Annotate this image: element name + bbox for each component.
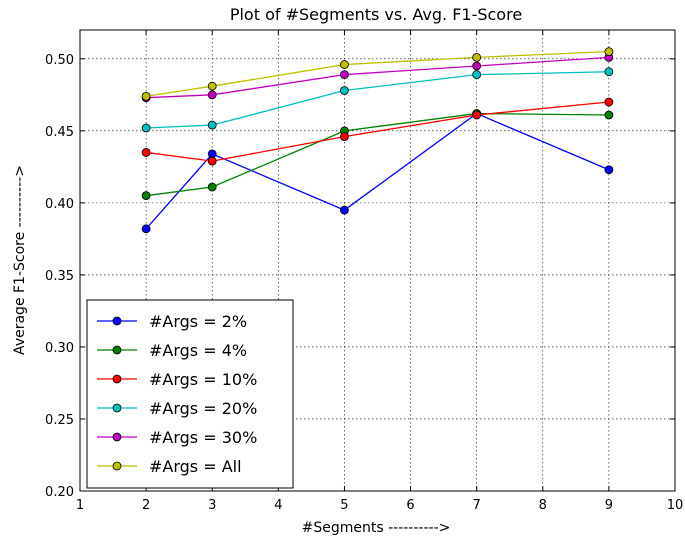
- legend-marker: [112, 316, 122, 326]
- x-tick-label: 9: [605, 498, 613, 513]
- series-layer: [141, 47, 614, 234]
- data-point: [340, 205, 349, 215]
- data-point: [141, 191, 151, 201]
- data-point: [207, 120, 217, 130]
- legend-label: #Args = 4%: [149, 341, 247, 360]
- legend-label: #Args = 2%: [149, 312, 247, 331]
- y-axis-title: Average F1-Score ---------->: [12, 165, 28, 355]
- data-point: [472, 52, 482, 62]
- legend-marker: [112, 374, 122, 384]
- series-5: [141, 52, 614, 103]
- plot-frame: [79, 29, 676, 492]
- data-point: [604, 165, 614, 175]
- x-tick-label: 3: [208, 498, 216, 513]
- legend-marker: [112, 403, 122, 413]
- data-point: [340, 86, 349, 95]
- data-point: [141, 91, 151, 101]
- data-point: [207, 156, 217, 166]
- data-point: [207, 182, 217, 192]
- y-tick-label: 0.40: [45, 197, 74, 212]
- legend-label: #Args = 20%: [149, 399, 257, 418]
- data-point: [141, 123, 151, 133]
- legend-marker: [112, 432, 122, 442]
- x-tick-label: 2: [142, 498, 150, 513]
- data-point: [141, 148, 151, 157]
- series-line: [146, 71, 609, 129]
- x-tick-label: 4: [274, 498, 282, 513]
- y-tick-label: 0.25: [45, 413, 74, 428]
- data-point: [141, 224, 151, 234]
- data-point: [340, 70, 349, 80]
- series-3: [141, 97, 614, 166]
- legend-box: [86, 299, 294, 489]
- data-point: [604, 67, 614, 77]
- data-point: [472, 70, 482, 80]
- data-point: [207, 90, 217, 100]
- legend-item: #Args = 30%: [97, 428, 257, 447]
- data-point: [604, 110, 614, 120]
- series-6: [141, 47, 614, 101]
- x-tick-label: 6: [406, 498, 414, 513]
- x-tick-label: 1: [76, 498, 84, 513]
- chart-title: Plot of #Segments vs. Avg. F1-Score: [230, 5, 522, 24]
- x-axis-title: #Segments ---------->: [302, 520, 451, 536]
- data-point: [604, 97, 614, 107]
- y-tick-label: 0.35: [45, 269, 74, 284]
- series-4: [141, 67, 614, 133]
- legend-item: #Args = 20%: [97, 399, 257, 418]
- legend-label: #Args = 10%: [149, 370, 257, 389]
- y-tick-label: 0.50: [45, 53, 74, 68]
- data-point: [207, 81, 217, 91]
- data-point: [472, 110, 482, 120]
- data-point: [604, 47, 614, 57]
- legend-item: #Args = All: [97, 457, 242, 476]
- x-tick-label: 10: [667, 498, 684, 513]
- axis-ticks: 1 2 3 4 5 6 7 8 9 10 0.20 0.25 0.30 0.35 0.40 0.45 0.50: [45, 30, 683, 513]
- legend-item: #Args = 10%: [97, 370, 257, 389]
- data-point: [472, 61, 482, 71]
- x-tick-label: 5: [340, 498, 348, 513]
- x-tick-label: 7: [473, 498, 481, 513]
- legend-item: #Args = 4%: [97, 341, 247, 360]
- data-point: [340, 60, 349, 69]
- legend-marker: [112, 345, 122, 355]
- legend-marker: [112, 461, 122, 471]
- legend-item: #Args = 2%: [97, 312, 247, 331]
- x-tick-label: 8: [539, 498, 547, 513]
- data-point: [207, 149, 217, 159]
- legend-label: #Args = 30%: [149, 428, 257, 447]
- y-tick-label: 0.20: [45, 485, 74, 500]
- y-tick-label: 0.30: [45, 341, 74, 356]
- data-point: [340, 132, 349, 142]
- legend: #Args = 2% #Args = 4% #Args = 10% #Args = 2…: [86, 299, 294, 489]
- y-tick-label: 0.45: [45, 125, 74, 140]
- legend-label: #Args = All: [149, 457, 242, 476]
